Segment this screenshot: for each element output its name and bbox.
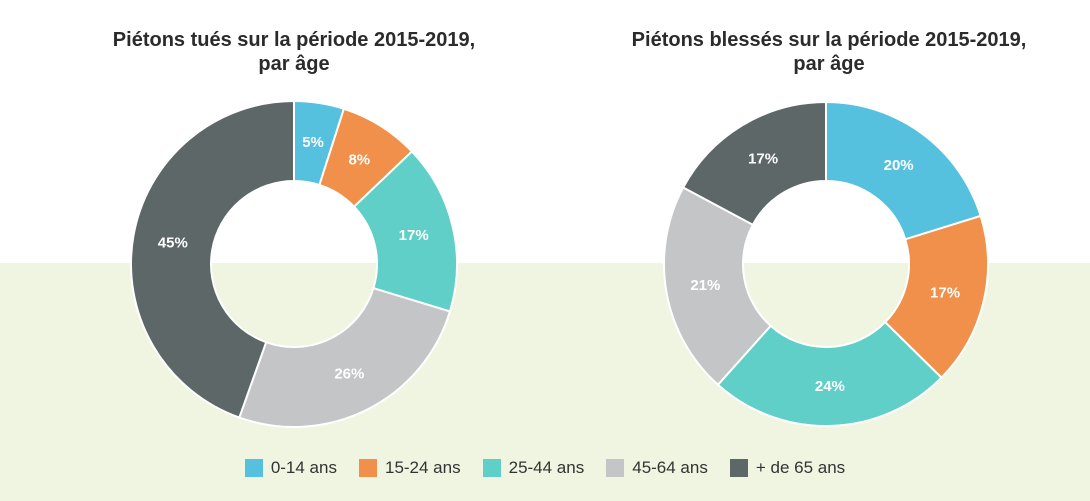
donut-label-injured-25-44: 24% bbox=[815, 378, 845, 395]
legend-swatch-15-24 bbox=[358, 459, 377, 477]
chart-title-injured-line1: Piétons blessés sur la période 2015-2019… bbox=[631, 29, 1027, 51]
legend-label-65-plus: + de 65 ans bbox=[755, 458, 846, 477]
legend-label-15-24: 15-24 ans bbox=[384, 458, 461, 477]
legend-swatch-45-64 bbox=[606, 459, 625, 477]
legend-swatch-25-44 bbox=[482, 459, 501, 477]
legend-label-25-44: 25-44 ans bbox=[508, 458, 585, 477]
donut-label-killed-45-64: 26% bbox=[334, 365, 364, 382]
donut-slice-injured-0-14 bbox=[825, 100, 982, 241]
donut-label-killed-25-44: 17% bbox=[399, 227, 429, 244]
chart-title-injured: Piétons blessés sur la période 2015-2019… bbox=[599, 28, 1059, 76]
legend: 0-14 ans 15-24 ans 25-44 ans 45-64 ans +… bbox=[0, 458, 1090, 478]
legend-item-45-64: 45-64 ans bbox=[606, 458, 708, 478]
legend-label-0-14: 0-14 ans bbox=[270, 458, 337, 477]
chart-title-killed: Piétons tués sur la période 2015-2019, p… bbox=[64, 28, 524, 76]
legend-item-15-24: 15-24 ans bbox=[358, 458, 461, 478]
legend-item-65-plus: + de 65 ans bbox=[729, 458, 846, 478]
donut-label-killed-15-24: 8% bbox=[348, 151, 370, 168]
donut-label-injured-15-24: 17% bbox=[930, 284, 960, 301]
donut-slice-injured-65-plus bbox=[681, 100, 827, 227]
donut-label-killed-0-14: 5% bbox=[302, 134, 324, 151]
legend-swatch-65-plus bbox=[729, 459, 748, 477]
chart-title-injured-line2: par âge bbox=[793, 53, 865, 75]
donut-slice-killed-65-plus bbox=[130, 99, 295, 419]
donut-slice-injured-45-64 bbox=[663, 186, 773, 387]
legend-item-25-44: 25-44 ans bbox=[482, 458, 585, 478]
donut-label-injured-45-64: 21% bbox=[690, 277, 720, 294]
donut-slice-injured-15-24 bbox=[883, 214, 989, 380]
donut-slice-injured-25-44 bbox=[716, 320, 943, 427]
legend-item-0-14: 0-14 ans bbox=[244, 458, 337, 478]
donut-slice-killed-45-64 bbox=[238, 286, 452, 428]
chart-title-killed-line2: par âge bbox=[258, 53, 330, 75]
legend-swatch-0-14 bbox=[244, 459, 263, 477]
legend-label-45-64: 45-64 ans bbox=[632, 458, 708, 477]
donut-slice-killed-25-44 bbox=[352, 150, 458, 313]
donut-label-injured-65-plus: 17% bbox=[748, 150, 778, 167]
donut-label-killed-65-plus: 45% bbox=[158, 235, 188, 252]
chart-title-killed-line1: Piétons tués sur la période 2015-2019, bbox=[112, 29, 476, 51]
donut-label-injured-0-14: 20% bbox=[884, 157, 914, 174]
